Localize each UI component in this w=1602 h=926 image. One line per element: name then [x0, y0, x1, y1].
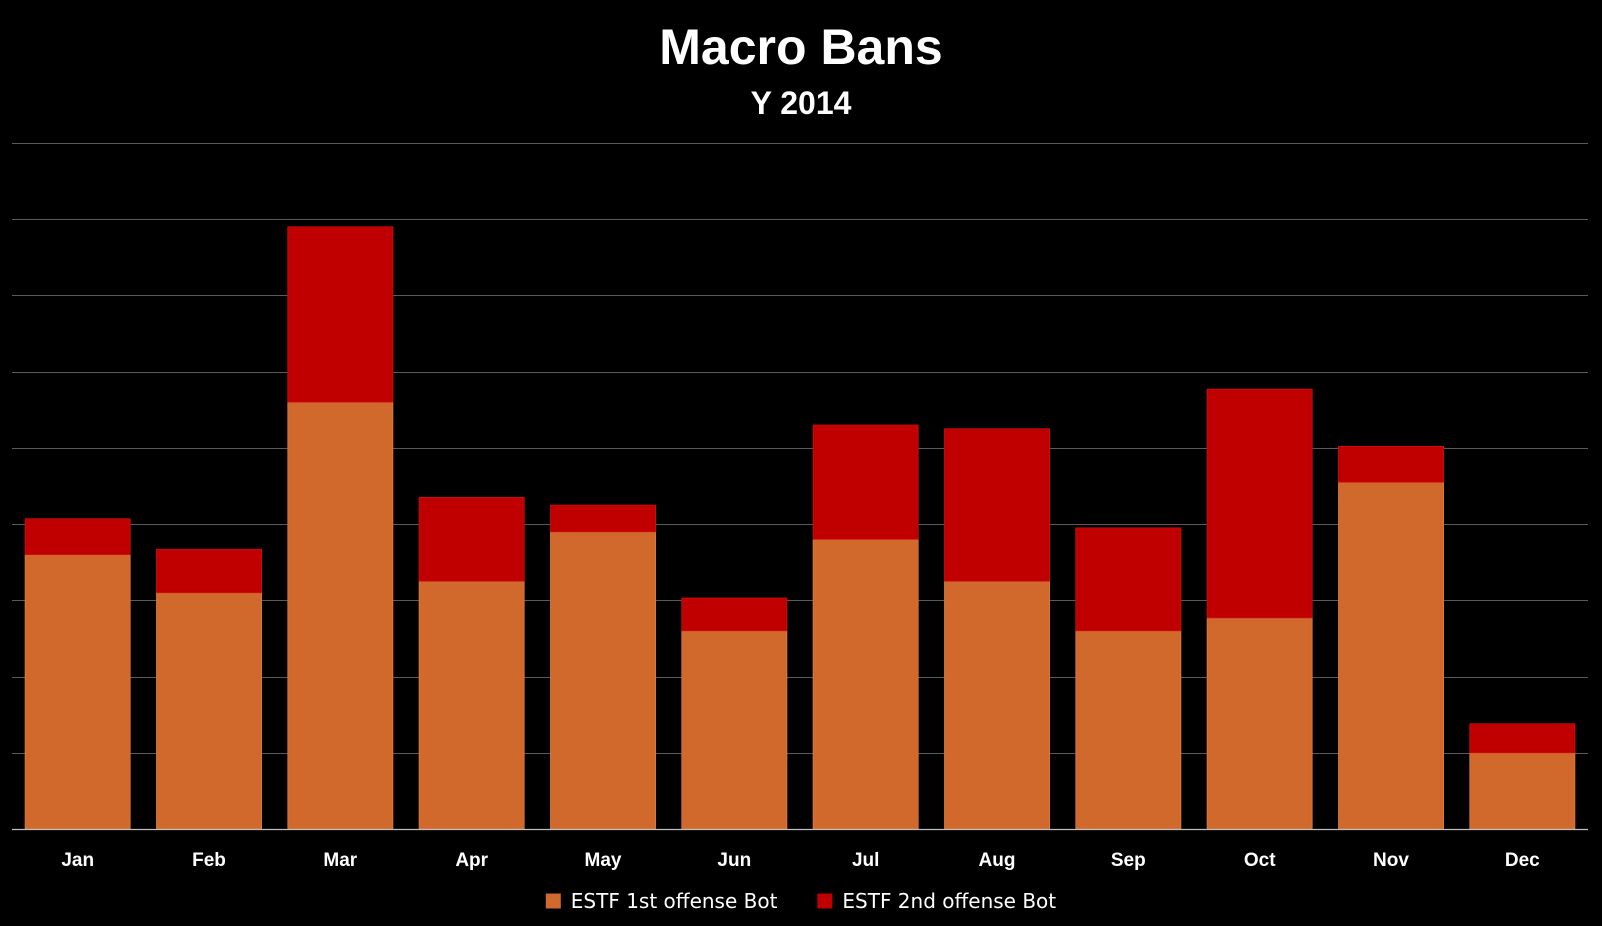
chart-legend: ESTF 1st offense Bot ESTF 2nd offense Bot [545, 889, 1056, 913]
bar-series [24, 226, 1576, 830]
x-tick-label: Jan [61, 850, 94, 871]
bar-nov-series-2 [1338, 445, 1444, 483]
x-tick-label: Aug [979, 850, 1016, 871]
legend-label: ESTF 1st offense Bot [571, 889, 778, 913]
bar-aug-series-1 [944, 580, 1050, 830]
bar-dec-series-1 [1469, 752, 1576, 830]
bar-jun-series-2 [681, 597, 788, 632]
bar-jul-series-2 [812, 424, 919, 540]
gridlines [12, 143, 1588, 754]
bar-feb-series-2 [156, 548, 262, 594]
x-tick-label: Feb [192, 850, 226, 871]
chart-title: Macro Bans [659, 19, 942, 75]
bar-sep-series-2 [1075, 527, 1182, 632]
legend-label: ESTF 2nd offense Bot [842, 889, 1056, 913]
bar-sep-series-1 [1075, 630, 1182, 830]
x-tick-label: Oct [1244, 850, 1276, 871]
x-tick-label: Jul [852, 850, 879, 871]
legend-swatch [817, 893, 833, 909]
bar-mar-series-1 [287, 401, 394, 830]
x-tick-label: Nov [1373, 850, 1409, 871]
x-tick-label: Sep [1111, 850, 1146, 871]
bar-may-series-1 [550, 531, 656, 830]
bar-oct-series-1 [1206, 617, 1313, 830]
bar-oct-series-2 [1206, 388, 1313, 619]
x-tick-label: Dec [1505, 850, 1540, 871]
bar-dec-series-2 [1469, 723, 1576, 754]
x-tick-label: Apr [455, 850, 488, 871]
bar-apr-series-1 [418, 580, 525, 830]
x-tick-label: May [585, 850, 622, 871]
bar-jun-series-1 [681, 630, 788, 830]
legend-item-1: ESTF 1st offense Bot [545, 889, 778, 913]
bar-jan-series-1 [24, 554, 131, 830]
chart-subtitle: Y 2014 [751, 85, 852, 121]
legend-swatch [545, 893, 561, 909]
x-tick-label: Mar [323, 850, 357, 871]
bar-apr-series-2 [418, 496, 525, 582]
bar-aug-series-2 [944, 428, 1050, 582]
legend-item-2: ESTF 2nd offense Bot [817, 889, 1056, 913]
x-tick-labels: Jan Feb Mar Apr May Jun Jul Aug Sep Oct Nov Dec [61, 850, 1540, 871]
bar-nov-series-1 [1338, 481, 1444, 830]
bar-may-series-2 [550, 504, 656, 533]
x-tick-label: Jun [717, 850, 751, 871]
bar-jul-series-1 [812, 539, 919, 830]
bar-jan-series-2 [24, 518, 131, 555]
bar-feb-series-1 [156, 592, 262, 830]
bar-mar-series-2 [287, 226, 394, 403]
